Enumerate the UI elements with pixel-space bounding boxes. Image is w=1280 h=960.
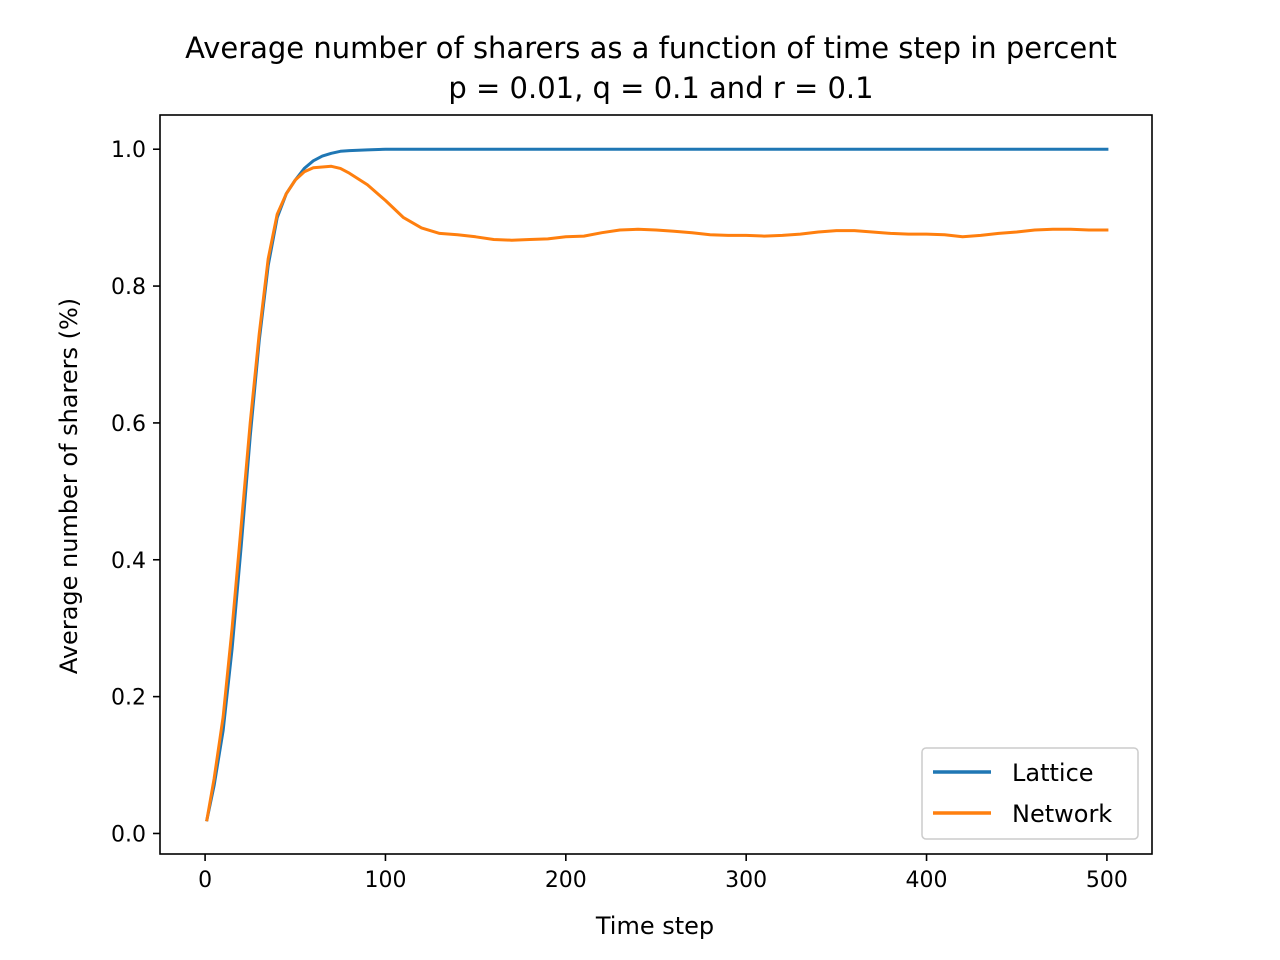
series-line-lattice [205,147,1109,822]
legend-label-network: Network [1012,800,1112,828]
chart-subtitle: p = 0.01, q = 0.1 and r = 0.1 [448,71,873,105]
x-tick-label: 300 [725,868,767,893]
axis-ticks: 0 100 200 300 400 500 0.0 0.2 0.4 0.6 0.8 1.0 [111,114,1153,893]
x-axis-label: Time step [595,912,714,940]
y-tick-label: 0.0 [111,822,146,847]
x-tick-label: 400 [906,868,948,893]
y-tick-label: 1.0 [111,138,146,163]
series-line-network [205,164,1109,822]
x-tick-label: 0 [198,868,212,893]
y-axis-label: Average number of sharers (%) [55,298,83,674]
legend: Lattice Network [921,747,1139,840]
plot-area [205,147,1109,822]
x-tick-label: 500 [1086,868,1128,893]
y-tick-label: 0.8 [111,275,146,300]
chart-title: Average number of sharers as a function … [185,31,1117,65]
y-tick-label: 0.2 [111,686,146,711]
axes-frame [159,114,1153,855]
y-tick-label: 0.6 [111,412,146,437]
x-tick-label: 200 [545,868,587,893]
legend-label-lattice: Lattice [1012,759,1094,787]
y-tick-label: 0.4 [111,549,146,574]
x-tick-label: 100 [364,868,406,893]
